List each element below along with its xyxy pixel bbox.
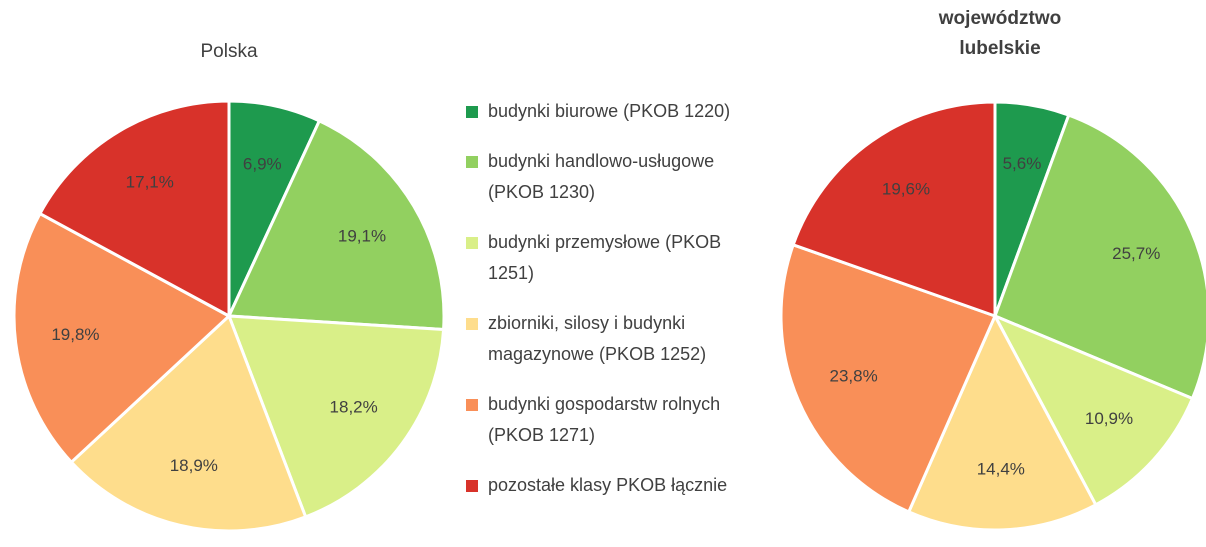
pie-slice: [906, 312, 1098, 532]
pie-slice: [779, 242, 998, 514]
legend-swatch: [466, 156, 478, 168]
pie-slice: [69, 313, 308, 533]
legend-swatch: [466, 399, 478, 411]
legend-item: budynki biurowe (PKOB 1220): [466, 96, 756, 127]
legend-swatch: [466, 318, 478, 330]
data-label: 18,9%: [170, 456, 218, 475]
data-label: 19,1%: [338, 226, 386, 245]
data-label: 18,2%: [330, 397, 378, 416]
data-label: 19,6%: [882, 180, 930, 199]
legend-item: pozostałe klasy PKOB łącznie: [466, 470, 756, 501]
pie-slice: [226, 118, 446, 332]
legend-item: budynki przemysłowe (PKOB 1251): [466, 227, 756, 289]
data-label: 6,9%: [243, 154, 282, 173]
legend-item: budynki handlowo-usługowe (PKOB 1230): [466, 146, 756, 208]
data-label: 25,7%: [1112, 244, 1160, 263]
pie-slice: [991, 312, 1195, 507]
pie-slice: [226, 314, 446, 519]
pie-slice: [791, 100, 997, 319]
legend-swatch: [466, 480, 478, 492]
pie-slice: [12, 211, 232, 465]
chart-title: województwo lubelskie: [938, 8, 1062, 59]
legend-item: budynki gospodarstw rolnych (PKOB 1271): [466, 389, 756, 451]
data-label: 5,6%: [1003, 154, 1042, 173]
legend-label: budynki gospodarstw rolnych (PKOB 1271): [488, 394, 721, 445]
legend-swatch: [466, 106, 478, 118]
legend-swatch: [466, 237, 478, 249]
legend-label: budynki biurowe (PKOB 1220): [488, 101, 731, 121]
data-label: 14,4%: [977, 459, 1025, 478]
data-label: 23,8%: [829, 367, 877, 386]
chart-title-box: województwo lubelskie: [938, 8, 1062, 59]
data-label: 19,8%: [51, 325, 99, 344]
legend: budynki biurowe (PKOB 1220) budynki handl…: [466, 96, 756, 520]
data-label: 17,1%: [126, 172, 174, 191]
pie-slice: [993, 113, 1206, 401]
legend-item: zbiorniki, silosy i budynki magazynowe (…: [466, 308, 756, 370]
data-label: 10,9%: [1085, 409, 1133, 428]
pie-slice: [37, 99, 231, 319]
legend-label: budynki przemysłowe (PKOB 1251): [488, 232, 722, 283]
legend-label: zbiorniki, silosy i budynki magazynowe (…: [488, 313, 707, 364]
chart-title: Polska: [200, 41, 257, 62]
legend-label: pozostałe klasy PKOB łącznie: [488, 475, 728, 495]
legend-label: budynki handlowo-usługowe (PKOB 1230): [488, 151, 715, 202]
